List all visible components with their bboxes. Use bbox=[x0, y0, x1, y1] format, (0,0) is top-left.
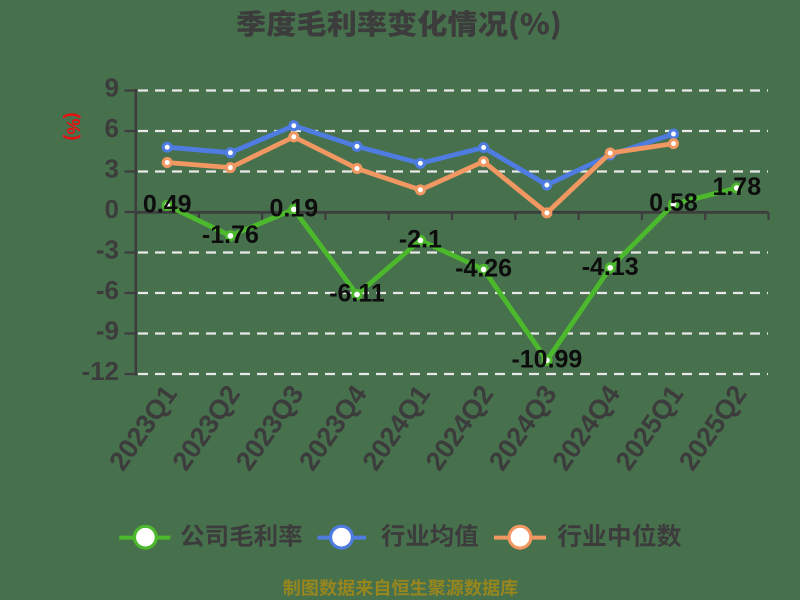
svg-text:-1.76: -1.76 bbox=[202, 221, 259, 249]
svg-text:-6: -6 bbox=[96, 275, 119, 305]
svg-text:-4.26: -4.26 bbox=[455, 255, 512, 283]
svg-text:-6.11: -6.11 bbox=[329, 280, 385, 308]
svg-text:-10.99: -10.99 bbox=[511, 345, 582, 373]
svg-text:0.19: 0.19 bbox=[269, 194, 318, 222]
svg-text:6: 6 bbox=[105, 113, 119, 143]
svg-text:0.58: 0.58 bbox=[649, 189, 698, 217]
svg-text:9: 9 bbox=[105, 73, 119, 103]
svg-text:-4.13: -4.13 bbox=[582, 253, 639, 281]
svg-text:-12: -12 bbox=[81, 356, 119, 386]
svg-text:1.78: 1.78 bbox=[712, 173, 761, 201]
svg-text:-9: -9 bbox=[96, 316, 119, 346]
svg-text:-3: -3 bbox=[96, 235, 119, 265]
svg-text:-2.1: -2.1 bbox=[399, 225, 442, 253]
svg-text:0: 0 bbox=[105, 194, 119, 224]
svg-text:(%): (%) bbox=[63, 113, 83, 141]
svg-text:0.49: 0.49 bbox=[143, 190, 192, 218]
svg-text:3: 3 bbox=[105, 154, 119, 184]
